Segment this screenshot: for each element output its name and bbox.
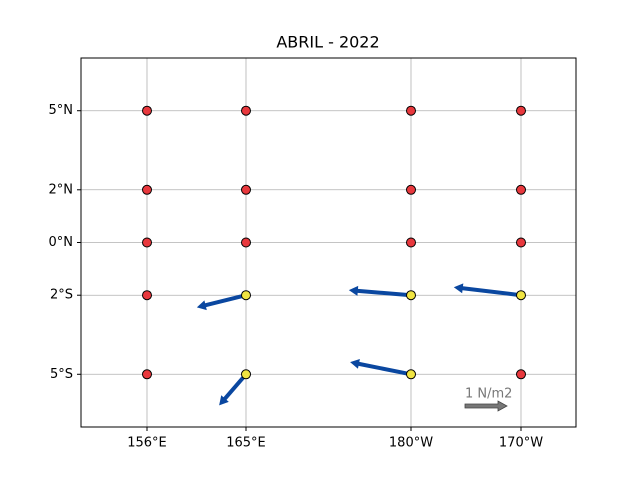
station-point (241, 184, 251, 195)
plot-frame (80, 57, 577, 428)
station-point (142, 369, 152, 380)
key-arrow (464, 400, 508, 412)
chart-title: ABRIL - 2022 (276, 33, 379, 52)
key-label: 1 N/m2 (465, 387, 512, 402)
vector-arrow (219, 372, 248, 406)
station-point (516, 369, 526, 380)
station-point (142, 290, 152, 301)
station-point (241, 237, 251, 248)
station-point (516, 184, 526, 195)
station-point (516, 105, 526, 116)
vector-arrow (453, 283, 522, 298)
vector-arrow (348, 285, 412, 298)
station-point (142, 237, 152, 248)
station-point (241, 105, 251, 116)
y-tick-label: 0°N (49, 235, 74, 250)
y-tick-label: 2°S (50, 288, 73, 303)
station-point (142, 184, 152, 195)
x-tick-label: 165°E (226, 436, 266, 451)
vector-arrow (196, 293, 247, 311)
vector-point (406, 369, 416, 380)
vector-point (241, 290, 251, 301)
station-point (142, 105, 152, 116)
station-point (406, 105, 416, 116)
x-tick-label: 156°E (127, 436, 167, 451)
y-tick-label: 2°N (49, 182, 74, 197)
vector-arrow (350, 358, 412, 377)
vector-point (406, 290, 416, 301)
y-tick-label: 5°S (50, 367, 73, 382)
station-point (516, 237, 526, 248)
vector-point (241, 369, 251, 380)
y-tick-label: 5°N (49, 103, 74, 118)
x-tick-label: 180°W (389, 436, 433, 451)
x-tick-label: 170°W (499, 436, 543, 451)
vector-point (516, 290, 526, 301)
station-point (406, 184, 416, 195)
station-point (406, 237, 416, 248)
